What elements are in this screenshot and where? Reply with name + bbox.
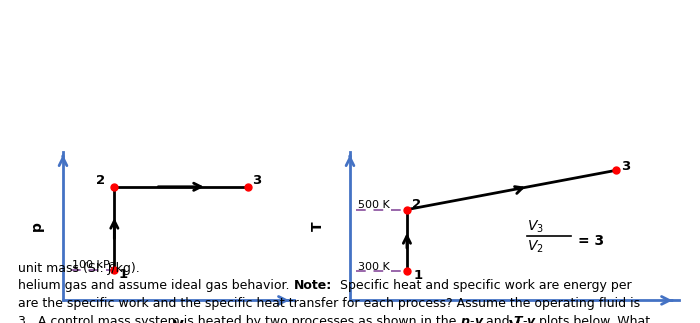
Text: 3.  A control mass system is heated by two processes as shown in the: 3. A control mass system is heated by tw… (18, 315, 461, 323)
Text: helium gas and assume ideal gas behavior.: helium gas and assume ideal gas behavior… (18, 279, 293, 292)
Text: 2: 2 (97, 174, 106, 187)
Text: p: p (29, 221, 43, 231)
Text: V: V (509, 319, 520, 323)
Text: v: v (474, 315, 482, 323)
Text: p: p (461, 315, 470, 323)
Text: $\mathit{V}_2$: $\mathit{V}_2$ (527, 239, 544, 255)
Text: 3: 3 (621, 160, 630, 172)
Text: T: T (514, 315, 522, 323)
Text: are the specific work and the specific heat transfer for each process? Assume th: are the specific work and the specific h… (18, 297, 640, 310)
Text: Note:: Note: (293, 279, 332, 292)
Text: 100 kPa: 100 kPa (72, 260, 116, 270)
Text: Specific heat and specific work are energy per: Specific heat and specific work are ener… (332, 279, 631, 292)
Text: = 3: = 3 (578, 234, 604, 247)
Text: 500 K: 500 K (358, 200, 389, 210)
Text: 1: 1 (413, 269, 422, 282)
Text: -: - (470, 315, 474, 323)
Text: 300 K: 300 K (358, 262, 389, 272)
Text: 3: 3 (253, 174, 262, 187)
Text: unit mass (SI: J/kg).: unit mass (SI: J/kg). (18, 262, 140, 275)
Text: plots below. What: plots below. What (535, 315, 650, 323)
Text: T: T (311, 221, 325, 231)
Text: V: V (173, 319, 184, 323)
Text: and: and (482, 315, 514, 323)
Text: $\mathit{V}_3$: $\mathit{V}_3$ (527, 218, 544, 234)
Text: 2: 2 (412, 198, 421, 211)
Text: 1: 1 (119, 268, 128, 281)
Text: -: - (522, 315, 526, 323)
Text: v: v (526, 315, 535, 323)
